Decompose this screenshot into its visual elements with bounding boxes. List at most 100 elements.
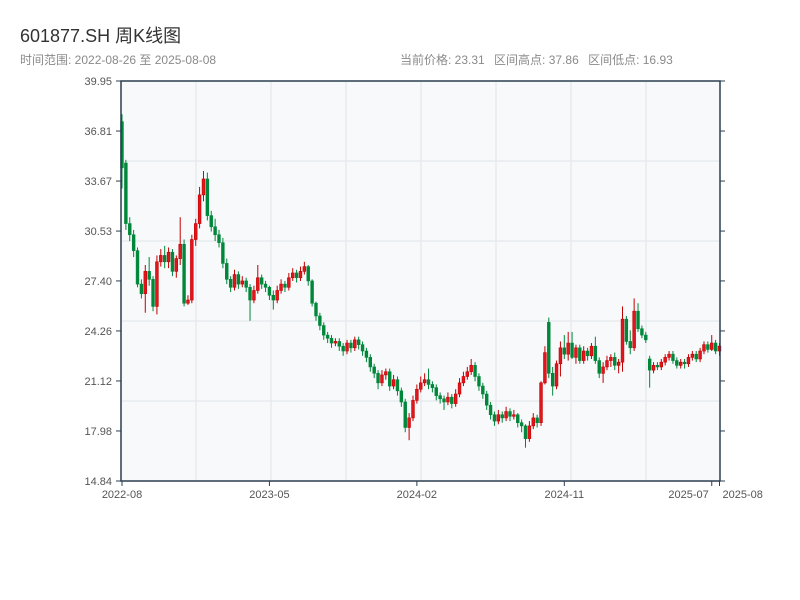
candle-down: [372, 366, 376, 374]
candle-up: [651, 365, 656, 371]
candle-down: [516, 414, 520, 423]
candle-down: [135, 250, 140, 285]
candle-down: [500, 414, 504, 419]
candle-down: [271, 294, 276, 301]
candle-down: [636, 310, 640, 330]
candle-down: [306, 266, 310, 282]
candle-up: [232, 274, 237, 288]
candle-down: [450, 396, 454, 404]
candle-up: [620, 318, 625, 363]
candle-up: [453, 393, 458, 404]
candle-down: [225, 263, 229, 280]
candle-up: [159, 255, 163, 263]
candle-down: [131, 234, 136, 251]
candle-up: [609, 357, 613, 361]
candle-down: [426, 379, 431, 385]
candle-up: [415, 388, 419, 401]
candle-up: [155, 261, 159, 307]
candle-up: [298, 271, 303, 279]
candle-down: [562, 347, 567, 355]
candle-up: [252, 290, 256, 301]
candle-up: [558, 347, 563, 365]
candle-up: [178, 243, 182, 259]
x-tick-label: 2023-05: [249, 489, 289, 501]
candle-down: [395, 379, 400, 392]
candle-up: [686, 357, 691, 365]
candle-down: [128, 223, 132, 236]
candle-up: [616, 361, 621, 366]
range-high: 区间高点: 37.86: [494, 53, 579, 67]
candle-up: [419, 382, 423, 390]
candle-up: [461, 376, 466, 384]
candle-up: [679, 361, 683, 366]
y-tick-label: 21.12: [84, 376, 112, 388]
candle-up: [632, 310, 636, 349]
candle-up: [710, 342, 714, 350]
y-tick-label: 36.81: [84, 126, 112, 138]
candle-up: [345, 342, 349, 352]
candle-down: [578, 347, 582, 361]
candle-down: [360, 344, 365, 352]
x-tick-label: 2022-08: [102, 489, 142, 501]
range-low: 区间低点: 16.93: [588, 53, 673, 67]
candle-up: [554, 363, 559, 387]
candle-down: [694, 353, 698, 360]
candle-up: [190, 239, 194, 301]
candle-down: [322, 325, 326, 336]
candle-up: [287, 277, 291, 288]
candle-up: [566, 342, 570, 355]
x-tick-label: 2024-11: [545, 489, 585, 501]
candle-up: [143, 271, 147, 294]
candle-up: [690, 353, 695, 358]
candle-down: [485, 393, 489, 406]
candle-down: [170, 251, 175, 272]
candle-up: [446, 396, 450, 403]
candle-down: [624, 318, 629, 342]
candle-up: [601, 366, 605, 374]
candle-down: [267, 286, 272, 296]
candle-up: [194, 223, 198, 240]
candle-down: [434, 387, 438, 396]
candle-up: [279, 283, 283, 291]
candle-down: [182, 243, 186, 304]
candle-up: [527, 425, 532, 439]
candle-down: [341, 345, 345, 352]
y-tick-label: 24.26: [84, 326, 112, 338]
candle-up: [201, 178, 206, 196]
candle-up: [422, 379, 427, 384]
candle-up: [380, 374, 384, 384]
candle-down: [228, 279, 233, 288]
candle-up: [605, 360, 609, 368]
candle-up: [166, 251, 171, 263]
date-range-label: 时间范围: 2022-08-26 至 2025-08-08: [20, 53, 217, 67]
candle-down: [492, 414, 497, 422]
candle-down: [593, 345, 598, 361]
candle-down: [263, 283, 268, 288]
candle-down: [356, 339, 361, 345]
candle-down: [655, 365, 660, 368]
candle-down: [259, 277, 264, 285]
candle-down: [647, 358, 652, 371]
candle-up: [353, 339, 357, 349]
candle-down: [329, 337, 334, 344]
candle-down: [205, 178, 210, 216]
candle-down: [547, 322, 551, 374]
candle-down: [628, 341, 632, 349]
x-tick-label: 2025-07: [668, 489, 708, 501]
x-tick-label: 2024-02: [397, 489, 437, 501]
candle-up: [667, 353, 671, 358]
candle-down: [388, 371, 392, 387]
candle-down: [438, 395, 442, 400]
candle-down: [294, 272, 299, 279]
candle-up: [411, 400, 415, 419]
candle-down: [535, 417, 539, 423]
candle-down: [613, 357, 617, 366]
candle-down: [682, 361, 687, 365]
candle-down: [124, 162, 128, 224]
candle-up: [663, 357, 667, 363]
candle-down: [675, 360, 679, 366]
candle-down: [644, 334, 648, 341]
candle-down: [442, 398, 446, 403]
candle-up: [589, 345, 594, 357]
candle-down: [488, 404, 493, 416]
